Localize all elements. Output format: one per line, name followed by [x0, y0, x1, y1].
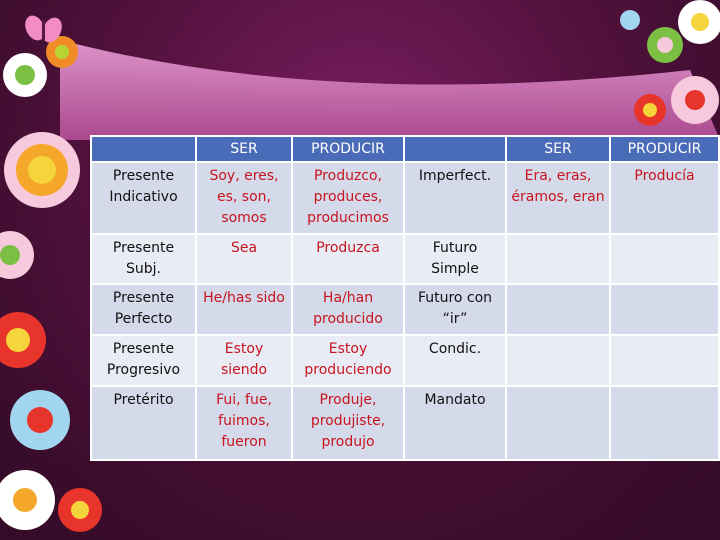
table-cell: [609, 232, 720, 286]
header-cell: SER: [195, 135, 293, 163]
header-cell: [90, 135, 197, 163]
table-cell: Producía: [609, 161, 720, 235]
table-cell: Produzca: [291, 232, 405, 286]
table-cell: Produzco, produces, producimos: [291, 161, 405, 235]
tense-label: Futuro con “ir”: [403, 283, 507, 336]
table-row: Pretérito Fui, fue, fuimos, fueron Produ…: [90, 385, 720, 461]
conjugation-table: SER PRODUCIR SER PRODUCIR Presente Indic…: [90, 135, 720, 461]
table-cell: [505, 232, 611, 286]
tense-label: Pretérito: [90, 385, 197, 461]
table-cell: Estoy siendo: [195, 333, 293, 388]
table-header-row: SER PRODUCIR SER PRODUCIR: [90, 135, 720, 163]
table-cell: [505, 333, 611, 388]
header-cell: SER: [505, 135, 611, 163]
table-cell: Produje, produjiste, produjo: [291, 385, 405, 461]
tense-label: Presente Progresivo: [90, 333, 197, 388]
table-row: Presente Indicativo Soy, eres, es, son, …: [90, 161, 720, 235]
header-cell: PRODUCIR: [609, 135, 720, 163]
table-cell: Fui, fue, fuimos, fueron: [195, 385, 293, 461]
tense-label: Presente Subj.: [90, 232, 197, 286]
table-cell: Soy, eres, es, son, somos: [195, 161, 293, 235]
table-row: Presente Perfecto He/has sido Ha/han pro…: [90, 283, 720, 336]
table-cell: [609, 333, 720, 388]
tense-label: Futuro Simple: [403, 232, 507, 286]
tense-label: Presente Indicativo: [90, 161, 197, 235]
header-cell: [403, 135, 507, 163]
table-cell: [609, 385, 720, 461]
table-cell: Sea: [195, 232, 293, 286]
table-row: Presente Progresivo Estoy siendo Estoy p…: [90, 333, 720, 388]
table-cell: [505, 385, 611, 461]
table-cell: He/has sido: [195, 283, 293, 336]
table-cell: Era, eras, éramos, eran: [505, 161, 611, 235]
tense-label: Imperfect.: [403, 161, 507, 235]
tense-label: Mandato: [403, 385, 507, 461]
table-cell: [505, 283, 611, 336]
table-cell: [609, 283, 720, 336]
header-cell: PRODUCIR: [291, 135, 405, 163]
tense-label: Presente Perfecto: [90, 283, 197, 336]
table-cell: Ha/han producido: [291, 283, 405, 336]
table-row: Presente Subj. Sea Produzca Futuro Simpl…: [90, 232, 720, 286]
tense-label: Condic.: [403, 333, 507, 388]
table-cell: Estoy produciendo: [291, 333, 405, 388]
